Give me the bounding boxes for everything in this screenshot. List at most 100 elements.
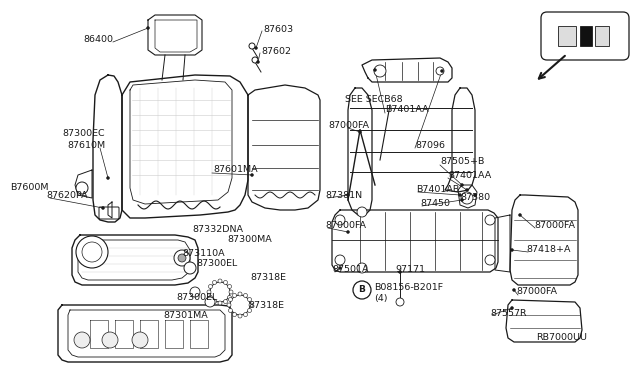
Text: B: B bbox=[358, 285, 365, 295]
Text: 97171: 97171 bbox=[395, 266, 425, 275]
Circle shape bbox=[511, 307, 513, 310]
Text: 87601MA: 87601MA bbox=[213, 166, 258, 174]
Circle shape bbox=[357, 207, 367, 217]
Circle shape bbox=[248, 298, 252, 301]
Text: (4): (4) bbox=[374, 294, 387, 302]
Circle shape bbox=[209, 285, 212, 289]
Text: RB7000UU: RB7000UU bbox=[536, 334, 587, 343]
Circle shape bbox=[353, 281, 371, 299]
Circle shape bbox=[102, 206, 104, 209]
Circle shape bbox=[440, 70, 444, 73]
Text: 87300MA: 87300MA bbox=[227, 235, 272, 244]
Circle shape bbox=[184, 262, 196, 274]
Circle shape bbox=[358, 131, 362, 134]
Circle shape bbox=[228, 298, 232, 301]
Text: 87501A: 87501A bbox=[332, 266, 369, 275]
Circle shape bbox=[250, 173, 253, 176]
Circle shape bbox=[485, 255, 495, 265]
Circle shape bbox=[346, 193, 349, 196]
Circle shape bbox=[207, 290, 211, 294]
Circle shape bbox=[396, 298, 404, 306]
Circle shape bbox=[238, 292, 242, 296]
Circle shape bbox=[232, 312, 237, 317]
Text: 87620PA: 87620PA bbox=[46, 192, 88, 201]
Circle shape bbox=[243, 294, 248, 298]
Circle shape bbox=[223, 280, 227, 285]
Text: 873110A: 873110A bbox=[182, 248, 225, 257]
Circle shape bbox=[252, 57, 258, 63]
Text: 87300EL: 87300EL bbox=[196, 259, 237, 267]
Bar bbox=[558, 26, 576, 46]
Text: 87000FA: 87000FA bbox=[325, 221, 366, 230]
Text: B7401AB: B7401AB bbox=[416, 186, 460, 195]
Circle shape bbox=[238, 314, 242, 318]
Circle shape bbox=[513, 289, 515, 292]
Circle shape bbox=[82, 242, 102, 262]
Text: B08156-B201F: B08156-B201F bbox=[374, 283, 443, 292]
Circle shape bbox=[255, 46, 257, 49]
Circle shape bbox=[218, 301, 222, 305]
Circle shape bbox=[511, 248, 513, 251]
Text: SEE SECB68: SEE SECB68 bbox=[345, 96, 403, 105]
Text: 87332DNA: 87332DNA bbox=[192, 225, 243, 234]
Circle shape bbox=[335, 255, 345, 265]
Circle shape bbox=[474, 193, 477, 196]
Circle shape bbox=[228, 308, 232, 312]
Text: 87603: 87603 bbox=[263, 25, 293, 33]
Bar bbox=[580, 26, 592, 46]
Circle shape bbox=[248, 308, 252, 312]
Circle shape bbox=[76, 236, 108, 268]
Text: 87318E: 87318E bbox=[250, 273, 286, 282]
Bar bbox=[595, 26, 609, 46]
Circle shape bbox=[374, 68, 376, 71]
Circle shape bbox=[461, 199, 463, 202]
Circle shape bbox=[218, 279, 222, 283]
Circle shape bbox=[147, 26, 150, 29]
FancyBboxPatch shape bbox=[99, 207, 119, 219]
Text: 87381N: 87381N bbox=[325, 190, 362, 199]
Text: 87380: 87380 bbox=[460, 193, 490, 202]
Text: B7600M: B7600M bbox=[10, 183, 49, 192]
Text: 87300EC: 87300EC bbox=[62, 128, 104, 138]
Circle shape bbox=[461, 183, 463, 186]
Text: B7401AA: B7401AA bbox=[385, 106, 429, 115]
Circle shape bbox=[357, 263, 367, 273]
Text: 86400: 86400 bbox=[83, 35, 113, 45]
Text: 87000FA: 87000FA bbox=[534, 221, 575, 230]
Circle shape bbox=[465, 189, 468, 192]
Circle shape bbox=[485, 215, 495, 225]
Circle shape bbox=[249, 303, 253, 307]
Circle shape bbox=[335, 215, 345, 225]
Circle shape bbox=[461, 192, 473, 204]
Circle shape bbox=[243, 312, 248, 317]
Text: 87418+A: 87418+A bbox=[526, 246, 570, 254]
Circle shape bbox=[230, 295, 250, 315]
Circle shape bbox=[178, 254, 186, 262]
Text: 87401AA: 87401AA bbox=[448, 170, 492, 180]
Circle shape bbox=[190, 287, 200, 297]
Circle shape bbox=[209, 295, 212, 299]
Text: 87300EL: 87300EL bbox=[176, 292, 217, 301]
Circle shape bbox=[346, 231, 349, 234]
Circle shape bbox=[339, 266, 342, 269]
Circle shape bbox=[210, 282, 230, 302]
Text: 87318E: 87318E bbox=[248, 301, 284, 310]
Text: 87557R: 87557R bbox=[490, 308, 527, 317]
Circle shape bbox=[212, 280, 216, 285]
Circle shape bbox=[518, 214, 522, 217]
Text: 87096: 87096 bbox=[415, 141, 445, 150]
Circle shape bbox=[223, 299, 227, 304]
Text: 87000FA: 87000FA bbox=[328, 121, 369, 129]
Circle shape bbox=[102, 332, 118, 348]
Text: 87505+B: 87505+B bbox=[440, 157, 484, 167]
Circle shape bbox=[228, 285, 232, 289]
Text: 87610M: 87610M bbox=[67, 141, 105, 150]
Text: 87602: 87602 bbox=[261, 46, 291, 55]
Circle shape bbox=[399, 270, 401, 273]
Circle shape bbox=[74, 332, 90, 348]
Text: 87000FA: 87000FA bbox=[516, 288, 557, 296]
Circle shape bbox=[257, 61, 259, 64]
Text: 87450: 87450 bbox=[420, 199, 450, 208]
FancyBboxPatch shape bbox=[541, 12, 629, 60]
Circle shape bbox=[174, 250, 190, 266]
